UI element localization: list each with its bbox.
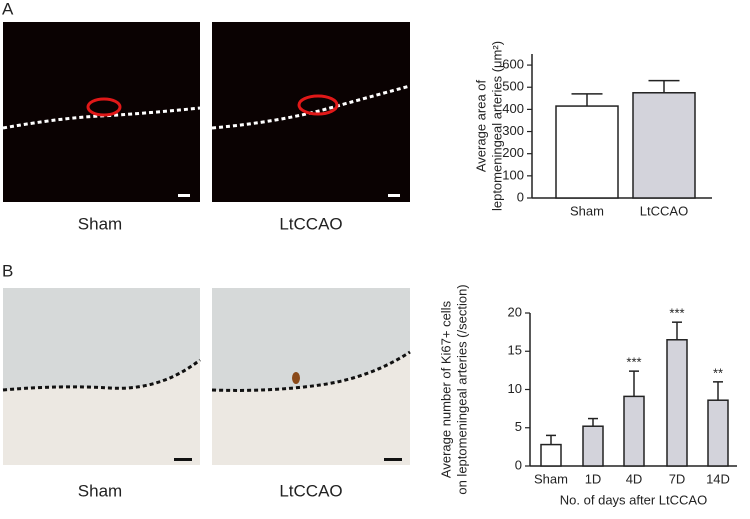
significance-label: *** — [669, 306, 684, 321]
panel-label: B — [2, 261, 13, 280]
bar — [540, 443, 562, 467]
bar — [582, 425, 604, 467]
y-tick-label: 600 — [502, 57, 524, 72]
x-tick-label: 4D — [626, 471, 643, 486]
x-tick-label: 14D — [706, 471, 730, 486]
significance-label: *** — [626, 355, 641, 370]
y-tick-label: 0 — [515, 457, 522, 472]
significance-label: ** — [713, 365, 723, 380]
bar — [707, 399, 729, 467]
image-ltccao-a — [211, 22, 411, 202]
y-tick-label: 10 — [508, 381, 522, 396]
x-tick-label: 1D — [585, 471, 602, 486]
y-tick-label: 400 — [502, 101, 524, 116]
image-caption: Sham — [78, 214, 122, 233]
image-caption: LtCCAO — [279, 481, 342, 500]
x-tick-label: LtCCAO — [640, 203, 688, 218]
image-sham-b — [2, 288, 201, 465]
image-ltccao-b — [211, 288, 411, 465]
image-sham-a — [2, 22, 201, 202]
x-tick-label: Sham — [570, 203, 604, 218]
bar — [632, 92, 696, 199]
y-axis-label: leptomeningeal arteries (μm²) — [489, 41, 504, 211]
bar — [623, 395, 645, 467]
y-tick-label: 0 — [517, 189, 524, 204]
y-axis-label: Average area of — [473, 79, 488, 172]
y-axis-label: on leptomeningeal arteries (/section) — [454, 284, 469, 494]
image-caption: LtCCAO — [279, 214, 342, 233]
panel-label: A — [2, 0, 14, 18]
bar — [666, 339, 688, 467]
y-tick-label: 200 — [502, 145, 524, 160]
y-tick-label: 100 — [502, 167, 524, 182]
bar — [555, 105, 619, 199]
y-axis-label: Average number of Ki67+ cells — [438, 300, 453, 478]
y-tick-label: 300 — [502, 123, 524, 138]
x-tick-label: 7D — [669, 471, 686, 486]
y-tick-label: 20 — [508, 304, 522, 319]
image-caption: Sham — [78, 481, 122, 500]
y-tick-label: 500 — [502, 79, 524, 94]
x-tick-label: Sham — [534, 471, 568, 486]
y-tick-label: 15 — [508, 343, 522, 358]
x-axis-label: No. of days after LtCCAO — [560, 492, 707, 507]
y-tick-label: 5 — [515, 419, 522, 434]
